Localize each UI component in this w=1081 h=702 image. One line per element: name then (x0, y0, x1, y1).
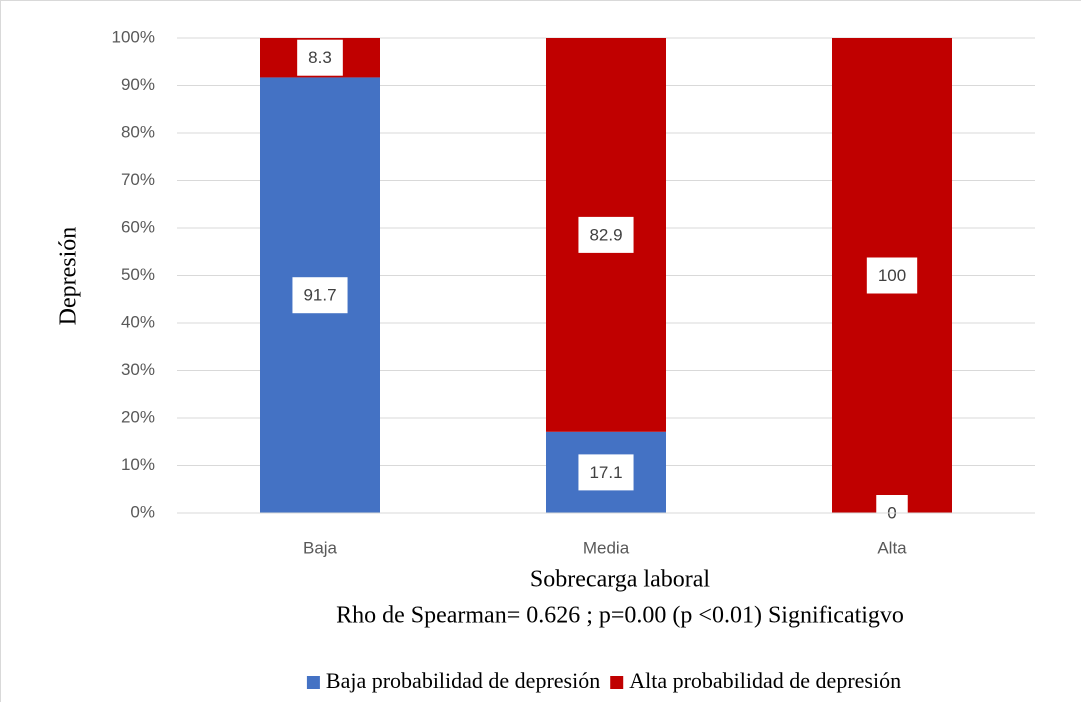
y-tick-label: 80% (121, 122, 155, 141)
data-label-box (578, 454, 634, 491)
data-label: 91.7 (303, 286, 336, 305)
x-tick-label: Alta (877, 538, 907, 557)
legend-swatch (306, 676, 320, 689)
legend-label: Alta probabilidad de depresión (629, 668, 901, 693)
y-tick-label: 60% (121, 217, 155, 236)
y-tick-label: 30% (121, 360, 155, 379)
data-label: 17.1 (589, 463, 622, 482)
data-label: 8.3 (308, 48, 332, 67)
y-tick-label: 70% (121, 170, 155, 189)
data-label-box (292, 277, 348, 314)
y-tick-label: 90% (121, 75, 155, 94)
data-label: 100 (878, 266, 906, 285)
y-tick-label: 100% (112, 27, 155, 46)
data-label: 82.9 (589, 225, 622, 244)
y-tick-label: 20% (121, 407, 155, 426)
y-tick-label: 40% (121, 312, 155, 331)
y-tick-label: 50% (121, 265, 155, 284)
y-tick-label: 0% (130, 502, 155, 521)
data-label-box (866, 257, 918, 294)
x-axis-label: Sobrecarga laboral (530, 567, 710, 593)
data-label-box (578, 216, 634, 253)
data-label-box (297, 39, 343, 76)
x-tick-label: Baja (303, 538, 338, 557)
y-tick-label: 10% (121, 455, 155, 474)
annotation: Rho de Spearman= 0.626 ; p=0.00 (p <0.01… (336, 603, 904, 629)
legend-label: Baja probabilidad de depresión (326, 668, 600, 693)
legend-swatch (610, 676, 624, 689)
x-tick-label: Media (583, 538, 630, 557)
y-axis-label: Depresión (56, 227, 82, 326)
